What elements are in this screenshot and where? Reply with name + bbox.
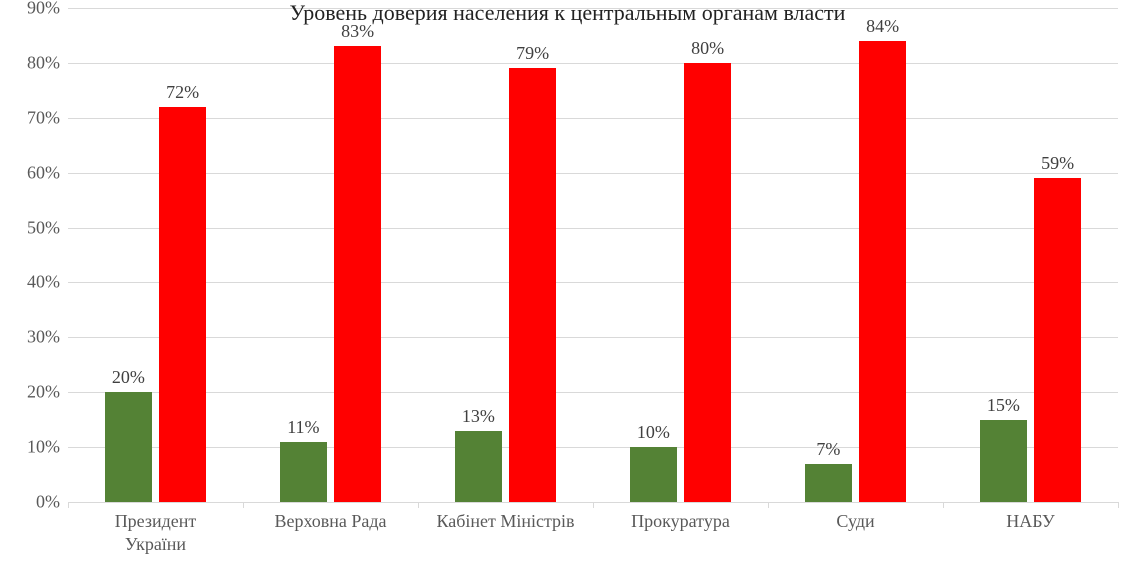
bar-group: 11%83%: [243, 8, 418, 502]
x-tick-label: Президент України: [68, 504, 243, 555]
bar-distrust: 72%: [159, 107, 206, 502]
x-tick-label: Суди: [768, 504, 943, 555]
bar-value-label: 10%: [630, 422, 677, 443]
y-tick-label: 10%: [6, 437, 60, 458]
bar-distrust: 80%: [684, 63, 731, 502]
x-tickmark: [1118, 502, 1119, 508]
y-tick-label: 80%: [6, 52, 60, 73]
bar-trust: 20%: [105, 392, 152, 502]
y-tick-label: 90%: [6, 0, 60, 19]
bar-value-label: 15%: [980, 395, 1027, 416]
bar-distrust: 59%: [1034, 178, 1081, 502]
y-tick-label: 0%: [6, 492, 60, 513]
bar-value-label: 7%: [805, 439, 852, 460]
bar-group: 13%79%: [418, 8, 593, 502]
y-tick-label: 40%: [6, 272, 60, 293]
y-tick-label: 50%: [6, 217, 60, 238]
bar-trust: 10%: [630, 447, 677, 502]
y-tick-label: 60%: [6, 162, 60, 183]
bar-value-label: 11%: [280, 417, 327, 438]
x-tick-label: Кабінет Міністрів: [418, 504, 593, 555]
y-tick-label: 20%: [6, 382, 60, 403]
bar-distrust: 79%: [509, 68, 556, 502]
bar-value-label: 80%: [684, 38, 731, 59]
x-tick-label: Верховна Рада: [243, 504, 418, 555]
bar-trust: 13%: [455, 431, 502, 502]
trust-chart: 20%72%11%83%13%79%10%80%7%84%15%59% Уров…: [0, 0, 1135, 574]
bar-group: 15%59%: [943, 8, 1118, 502]
x-tick-label: Прокуратура: [593, 504, 768, 555]
bar-trust: 15%: [980, 420, 1027, 502]
bar-value-label: 20%: [105, 367, 152, 388]
bar-distrust: 83%: [334, 46, 381, 502]
x-tick-label: НАБУ: [943, 504, 1118, 555]
bar-groups: 20%72%11%83%13%79%10%80%7%84%15%59%: [68, 8, 1118, 502]
bar-group: 20%72%: [68, 8, 243, 502]
bar-value-label: 59%: [1034, 153, 1081, 174]
bar-value-label: 72%: [159, 82, 206, 103]
bar-group: 10%80%: [593, 8, 768, 502]
y-tick-label: 30%: [6, 327, 60, 348]
bar-trust: 11%: [280, 442, 327, 502]
bar-group: 7%84%: [768, 8, 943, 502]
x-axis-labels: Президент УкраїниВерховна РадаКабінет Мі…: [68, 504, 1118, 555]
bar-value-label: 13%: [455, 406, 502, 427]
plot-area: 20%72%11%83%13%79%10%80%7%84%15%59%: [68, 8, 1118, 502]
bar-trust: 7%: [805, 464, 852, 502]
y-tick-label: 70%: [6, 107, 60, 128]
bar-distrust: 84%: [859, 41, 906, 502]
bar-value-label: 79%: [509, 43, 556, 64]
chart-title: Уровень доверия населения к центральным …: [0, 0, 1135, 26]
